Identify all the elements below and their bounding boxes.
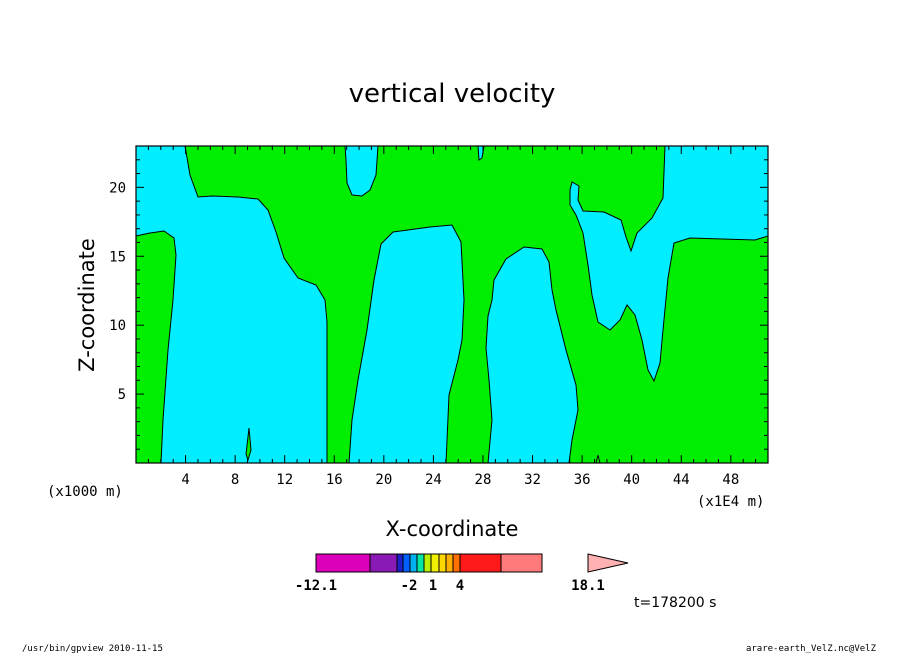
- colorbar-label: 18.1: [571, 578, 605, 594]
- colorbar-arrow: [587, 553, 629, 573]
- x-axis-label: X-coordinate: [386, 517, 519, 541]
- x-tick-label: 32: [524, 472, 541, 488]
- cyan-region-center-right: [485, 246, 579, 464]
- chart-title: vertical velocity: [349, 79, 556, 109]
- colorbar-segment: [430, 553, 440, 573]
- y-axis-label: Z-coordinate: [75, 238, 99, 372]
- x-tick-label: 20: [375, 472, 392, 488]
- x-tick-label: 16: [326, 472, 343, 488]
- colorbar: -12.1 -2 1 4 18.1: [295, 553, 629, 594]
- colorbar-segment: [315, 553, 371, 573]
- footer-right: arare-earth_VelZ.nc@VelZ: [746, 644, 877, 654]
- colorbar-segment: [402, 553, 411, 573]
- colorbar-segment: [416, 553, 425, 573]
- x-units-label: (x1000 m): [47, 484, 123, 500]
- x-tick-label: 8: [231, 472, 239, 488]
- footer-left: /usr/bin/gpview 2010-11-15: [22, 644, 163, 654]
- x-tick-label: 4: [181, 472, 189, 488]
- cyan-region-center-left: [348, 224, 465, 464]
- y-tick-label: 20: [109, 180, 126, 196]
- colorbar-segment: [423, 553, 432, 573]
- x-tick-label: 44: [673, 472, 690, 488]
- colorbar-segment: [500, 553, 543, 573]
- colorbar-segment: [452, 553, 461, 573]
- x-tick-label: 28: [475, 472, 492, 488]
- x-tick-label: 24: [425, 472, 442, 488]
- colorbar-label: 1: [429, 578, 437, 594]
- colorbar-segment: [369, 553, 398, 573]
- x-tick-label: 48: [722, 472, 739, 488]
- cyan-region-top-mid: [344, 145, 379, 197]
- colorbar-label: -2: [401, 578, 418, 594]
- y-tick-label: 15: [109, 249, 126, 265]
- colorbar-segment: [459, 553, 502, 573]
- x-multiplier-label: (x1E4 m): [697, 494, 764, 510]
- negative-regions: [135, 145, 769, 464]
- time-label: t=178200 s: [634, 595, 716, 611]
- x-tick-label: 12: [276, 472, 293, 488]
- y-tick-label: 5: [118, 387, 126, 403]
- plot-frame: [135, 145, 769, 464]
- y-tick-label: 10: [109, 318, 126, 334]
- cyan-region-right: [569, 145, 769, 383]
- cyan-region-left: [135, 145, 328, 464]
- colorbar-segment: [396, 553, 404, 573]
- colorbar-segment: [438, 553, 447, 573]
- x-tick-label: 36: [574, 472, 591, 488]
- colorbar-segment: [409, 553, 418, 573]
- x-tick-label: 40: [623, 472, 640, 488]
- colorbar-label: 4: [456, 578, 464, 594]
- colorbar-label: -12.1: [295, 578, 337, 594]
- colorbar-segment: [445, 553, 454, 573]
- green-blip-left: [245, 427, 252, 462]
